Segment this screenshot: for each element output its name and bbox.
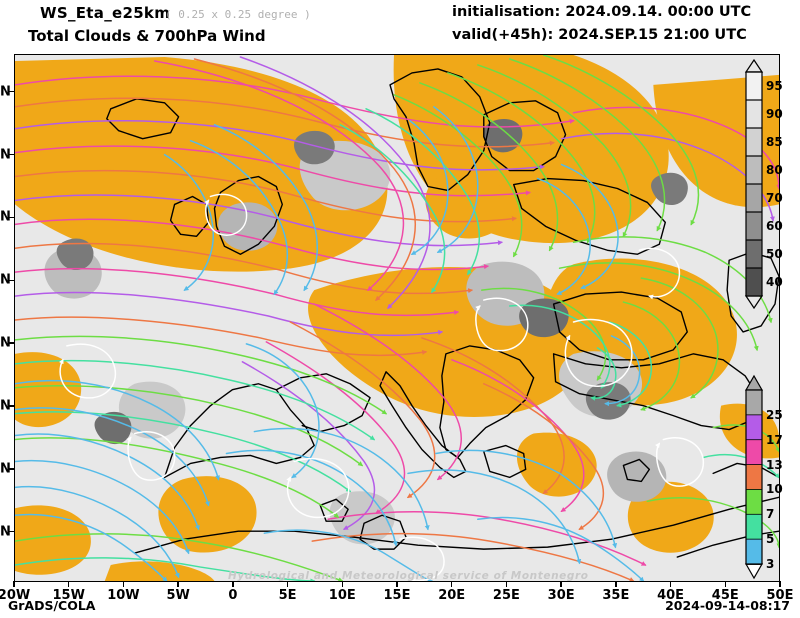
y-axis-label: N bbox=[0, 84, 11, 100]
cloud-colorbar-swatch bbox=[746, 212, 762, 241]
x-axis-tick bbox=[286, 581, 289, 587]
x-axis-label: 5E bbox=[278, 588, 297, 603]
x-axis-label: 35E bbox=[602, 588, 630, 603]
x-axis-tick bbox=[341, 581, 344, 587]
y-axis-tick bbox=[8, 405, 14, 407]
x-axis-tick bbox=[232, 581, 234, 587]
field-title-label: Total Clouds & 700hPa Wind bbox=[28, 27, 266, 45]
x-axis-tick bbox=[13, 581, 15, 587]
wind-colorbar-label: 17 bbox=[766, 432, 783, 447]
x-axis-label: 20W bbox=[0, 588, 31, 603]
wind-colorbar-label: 7 bbox=[766, 507, 775, 522]
wind-colorbar-label: 13 bbox=[766, 457, 783, 472]
x-axis-label: 15E bbox=[383, 588, 411, 603]
x-axis-label: 20E bbox=[438, 588, 466, 603]
y-axis-tick bbox=[8, 153, 14, 156]
x-axis-label: 40E bbox=[657, 588, 685, 603]
y-axis-label: N bbox=[0, 147, 11, 163]
x-axis-tick bbox=[177, 581, 179, 587]
map-plot-area bbox=[14, 54, 780, 582]
cloud-colorbar-swatch bbox=[746, 268, 762, 297]
x-axis-tick bbox=[669, 581, 672, 587]
y-axis-tick bbox=[8, 530, 14, 533]
y-axis-tick bbox=[8, 468, 14, 470]
cloud-colorbar-label: 40 bbox=[766, 275, 783, 289]
x-axis-tick bbox=[67, 581, 70, 587]
y-axis-tick bbox=[8, 216, 14, 219]
cloud-colorbar-label: 60 bbox=[766, 219, 783, 233]
x-axis-tick bbox=[615, 581, 617, 587]
x-axis-label: 50E bbox=[766, 588, 794, 603]
y-axis-label: N bbox=[0, 335, 11, 351]
x-axis-tick bbox=[450, 581, 453, 587]
timestamp-label: 2024-09-14-08:17 bbox=[665, 598, 790, 613]
coastlines bbox=[106, 68, 779, 558]
wind-colorbar-swatch bbox=[745, 464, 763, 491]
y-axis-label: N bbox=[0, 272, 11, 288]
y-axis-tick bbox=[8, 342, 14, 344]
wind-colorbar-swatch bbox=[745, 538, 763, 565]
x-axis-label: 10W bbox=[107, 588, 140, 603]
streamlines-calm bbox=[58, 193, 704, 581]
x-axis-label: 25E bbox=[492, 588, 520, 603]
x-axis-tick bbox=[122, 581, 125, 587]
x-axis-tick bbox=[724, 581, 727, 587]
wind-colorbar-swatch bbox=[745, 439, 763, 466]
x-axis-label: 45E bbox=[711, 588, 739, 603]
wind-colorbar-label: 10 bbox=[766, 482, 783, 497]
y-axis-label: N bbox=[0, 461, 11, 477]
cloud-colorbar-swatch bbox=[746, 240, 762, 269]
wind-colorbar-swatch bbox=[745, 414, 763, 441]
x-axis-tick bbox=[396, 581, 398, 587]
wind-colorbar-swatch bbox=[745, 489, 763, 516]
valid-time-label: valid(+45h): 2024.SEP.15 21:00 UTC bbox=[452, 27, 747, 43]
model-name-label: WS_Eta_e25km bbox=[40, 4, 171, 22]
producer-label: GrADS/COLA bbox=[8, 598, 96, 613]
y-axis-tick bbox=[8, 90, 14, 93]
x-axis-label: 5W bbox=[166, 588, 190, 603]
wind-colorbar-swatch bbox=[745, 389, 763, 416]
cloud-colorbar-label: 95 bbox=[766, 79, 783, 93]
x-axis-tick bbox=[560, 581, 562, 587]
resolution-label: ( 0.25 x 0.25 degree ) bbox=[165, 8, 311, 21]
x-axis-tick bbox=[779, 581, 781, 587]
wind-colorbar-label: 5 bbox=[766, 532, 775, 547]
cloud-colorbar-swatch bbox=[746, 72, 762, 101]
cloud-colorbar-label: 70 bbox=[766, 191, 783, 205]
x-axis-label: 15W bbox=[52, 588, 85, 603]
streamlines-light bbox=[15, 106, 645, 581]
y-axis-label: N bbox=[0, 209, 11, 225]
cloud-colorbar-label: 50 bbox=[766, 247, 783, 261]
cloud-colorbar-swatch bbox=[746, 156, 762, 185]
cloud-colorbar-swatch bbox=[746, 184, 762, 213]
header: WS_Eta_e25km ( 0.25 x 0.25 degree ) Tota… bbox=[0, 0, 800, 50]
x-axis-label: 10E bbox=[328, 588, 356, 603]
cloud-fill-dark bbox=[56, 118, 688, 445]
wind-colorbar-label: 3 bbox=[766, 557, 775, 571]
cloud-colorbar bbox=[744, 58, 764, 310]
cloud-colorbar-label: 80 bbox=[766, 163, 783, 177]
wind-colorbar bbox=[744, 374, 764, 580]
wind-colorbar-label: 25 bbox=[766, 407, 783, 422]
y-axis-label: N bbox=[0, 398, 11, 414]
y-axis-tick bbox=[8, 279, 14, 282]
cloud-colorbar-swatch bbox=[746, 100, 762, 129]
initialisation-label: initialisation: 2024.09.14. 00:00 UTC bbox=[452, 4, 752, 20]
x-axis-label: 0 bbox=[228, 588, 238, 603]
x-axis-label: 30E bbox=[547, 588, 575, 603]
cloud-colorbar-label: 85 bbox=[766, 135, 783, 149]
map-canvas bbox=[15, 55, 779, 581]
cloud-colorbar-swatch bbox=[746, 128, 762, 157]
x-axis-tick bbox=[505, 581, 508, 587]
wind-colorbar-swatch bbox=[745, 513, 763, 541]
y-axis-label: N bbox=[0, 524, 11, 540]
cloud-colorbar-label: 90 bbox=[766, 107, 783, 121]
